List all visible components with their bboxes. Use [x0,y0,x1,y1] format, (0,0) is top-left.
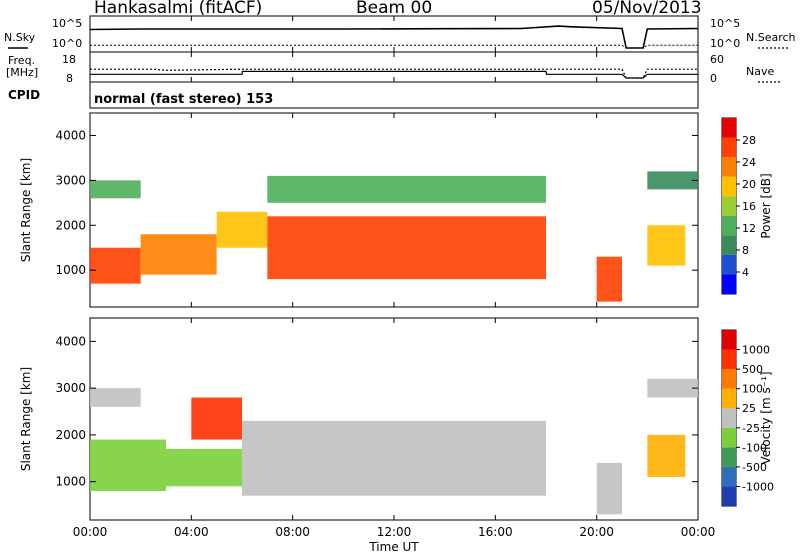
x-tick-label: 16:00 [478,525,513,539]
power-data-cell [267,175,546,203]
power-ytick-label: 3000 [55,173,86,187]
power-colorbar-tick-label: 12 [742,222,756,235]
power-colorbar-tick-label: 8 [742,244,749,257]
power-ytick-label: 1000 [55,263,86,277]
velocity-ytick-label: 2000 [55,428,86,442]
station-title: Hankasalmi (fitACF) [94,0,263,18]
noise-right-tick-bottom: 10^0 [710,37,741,50]
noise-series-line [90,44,698,49]
power-data-cell [267,216,546,280]
power-colorbar-label: Power [dB] [759,173,773,238]
power-ytick-label: 4000 [55,128,86,142]
velocity-ytick-label: 4000 [55,334,86,348]
power-colorbar-swatch [722,118,736,138]
velocity-colorbar-tick-label: 25 [742,402,756,415]
power-heatmap [90,171,698,302]
power-colorbar-swatch [722,215,736,236]
nave-tick-bottom: 0 [710,72,717,85]
power-data-cell [90,247,141,284]
power-data-cell [216,211,268,248]
noise-series-line [89,25,699,49]
x-tick-label: 00:00 [73,525,108,539]
date-title: 05/Nov/2013 [592,0,702,18]
velocity-colorbar-swatch [722,349,736,370]
velocity-colorbar-swatch [722,408,736,428]
velocity-colorbar-swatch [722,388,736,409]
velocity-heatmap [90,378,698,515]
velocity-data-cell [166,448,242,487]
power-colorbar-swatch [722,235,736,255]
x-tick-label: 20:00 [579,525,614,539]
velocity-colorbar-swatch [722,427,736,448]
velocity-data-cell [90,388,141,407]
velocity-colorbar-swatch [722,447,736,467]
x-tick-label: 12:00 [377,525,412,539]
beam-title: Beam 00 [356,0,433,18]
velocity-data-cell [191,397,242,440]
freq-left-tick-top: 18 [62,53,76,66]
velocity-colorbar-swatch [722,486,736,506]
power-data-cell [596,256,622,302]
noise-left-tick-top: 10^5 [52,17,83,30]
power-ylabel: Slant Range [km] [19,158,33,262]
power-data-cell [647,225,686,266]
x-tick-label: 08:00 [275,525,310,539]
velocity-colorbar-tick-label: -1000 [742,480,774,493]
velocity-colorbar-swatch [722,330,736,350]
noise-right-tick-top: 10^5 [710,17,741,30]
power-data-cell [90,180,141,199]
velocity-colorbar-tick-label: 500 [742,363,763,376]
power-colorbar-tick-label: 20 [742,178,756,191]
power-colorbar-swatch [722,157,736,177]
velocity-colorbar-label: Velocity [m s⁻¹] [759,371,773,464]
velocity-colorbar-swatch [722,466,736,487]
freq-series-line [90,68,698,79]
cpid-label: CPID [8,88,41,102]
velocity-data-cell [596,462,622,515]
velocity-colorbar-tick-label: -25 [742,422,760,435]
velocity-colorbar-tick-label: -500 [742,461,767,474]
power-colorbar-tick-label: 24 [742,156,756,169]
nsky-label: N.Sky [4,31,36,44]
x-tick-label: 04:00 [174,525,209,539]
power-colorbar-tick-label: 4 [742,266,749,279]
noise-panel-frame [89,15,699,53]
freq-series-line [90,70,698,79]
velocity-colorbar-tick-label: 100 [742,383,763,396]
velocity-data-cell [647,378,698,398]
velocity-ytick-label: 1000 [55,475,86,489]
power-colorbar-swatch [722,137,736,158]
power-data-cell [140,234,217,275]
cpid-text: normal (fast stereo) 153 [94,92,274,107]
power-colorbar-swatch [722,176,736,197]
velocity-ylabel: Slant Range [km] [19,367,33,471]
freq-label: Freq. [8,54,36,67]
x-tick-label: 00:00 [681,525,716,539]
nave-tick-top: 60 [710,53,724,66]
velocity-data-cell [90,439,166,492]
velocity-data-cell [242,420,546,496]
power-colorbar-swatch [722,274,736,294]
velocity-ytick-label: 3000 [55,381,86,395]
nave-label: Nave [746,65,775,78]
velocity-data-cell [647,434,686,477]
power-colorbar-swatch [722,254,736,275]
velocity-colorbar-tick-label: 1000 [742,344,770,357]
freq-left-tick-bottom: 8 [66,72,73,85]
velocity-colorbar-tick-label: -100 [742,441,767,454]
velocity-colorbar-swatch [722,369,736,389]
cpid-panel-frame [89,81,699,109]
power-colorbar-swatch [722,196,736,216]
nsearch-label: N.Search [746,31,796,44]
noise-left-tick-bottom: 10^0 [52,37,83,50]
power-colorbar-tick-label: 28 [742,134,756,147]
power-ytick-label: 2000 [55,218,86,232]
power-colorbar-tick-label: 16 [742,200,756,213]
power-data-cell [647,171,698,190]
x-axis-label: Time UT [368,540,419,554]
freq-unit-label: [MHz] [6,66,39,79]
